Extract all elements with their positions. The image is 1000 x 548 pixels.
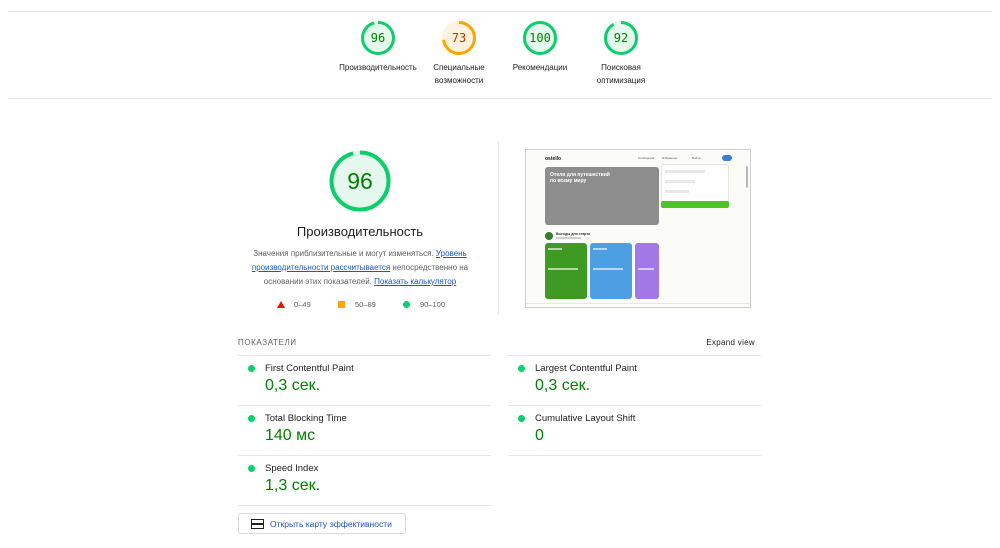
metric-divider xyxy=(508,355,761,356)
metric-divider xyxy=(238,455,491,456)
score-summary: 96 Производительность 73 Специальные возм… xyxy=(0,20,1000,90)
metric-total-blocking-time: Total Blocking Time 140 мс xyxy=(238,410,491,460)
site-nav-item: Войти xyxy=(692,156,701,160)
site-scrollbar xyxy=(746,166,748,188)
site-card-green xyxy=(545,243,587,299)
legend-range: 0–49 xyxy=(294,300,311,309)
desc-text: непосредственно на основании этих показа… xyxy=(263,263,469,286)
square-icon xyxy=(338,301,345,308)
score-legend: 0–49 50–89 90–100 xyxy=(277,299,477,311)
metric-value: 0,3 сек. xyxy=(265,377,321,394)
card-line xyxy=(548,248,562,250)
gauge-label: Специальные возможности xyxy=(433,63,485,85)
performance-title: Производительность xyxy=(296,224,424,239)
gauge-ring: 73 xyxy=(441,20,477,56)
metric-divider xyxy=(508,405,761,406)
site-search-row xyxy=(665,190,689,193)
metric-largest-contentful-paint: Largest Contentful Paint 0,3 сек. xyxy=(508,360,761,410)
site-card-blue xyxy=(590,243,632,299)
summary-gauge-best-practices[interactable]: 100 Рекомендации xyxy=(490,20,590,74)
vertical-divider xyxy=(498,142,499,314)
metric-first-contentful-paint: First Contentful Paint 0,3 сек. xyxy=(238,360,491,410)
gauge-ring: 96 xyxy=(360,20,396,56)
site-search-button xyxy=(661,201,729,208)
expand-view-toggle[interactable]: Expand view xyxy=(706,338,755,347)
site-divider xyxy=(526,303,750,304)
treemap-icon xyxy=(251,519,264,529)
metric-speed-index: Speed Index 1,3 сек. xyxy=(238,460,491,510)
site-search-row xyxy=(665,170,705,173)
metric-value: 0 xyxy=(535,427,544,444)
legend-range: 90–100 xyxy=(420,300,446,309)
site-promo-title: Выгоды для старта xyxy=(556,232,591,236)
circle-icon xyxy=(403,301,410,308)
legend-range: 50–89 xyxy=(355,300,376,309)
site-hero-text: Отели для путешествий по всему миру xyxy=(550,172,610,184)
metric-name: Total Blocking Time xyxy=(265,413,347,424)
pass-circle-icon xyxy=(248,465,255,472)
summary-gauge-performance[interactable]: 96 Производительность xyxy=(328,20,428,74)
treemap-button-label: Открыть карту эффективности xyxy=(270,519,392,529)
summary-gauge-accessibility[interactable]: 73 Специальные возможности xyxy=(409,20,509,87)
gauge-ring: 92 xyxy=(603,20,639,56)
top-divider xyxy=(8,11,992,12)
site-search-row xyxy=(665,180,695,183)
metric-value: 0,3 сек. xyxy=(535,377,591,394)
site-nav-item: Избранное xyxy=(662,156,678,160)
performance-gauge: 96 xyxy=(328,149,392,213)
metric-value: 140 мс xyxy=(265,427,316,444)
gauge-label: Поисковая оптимизация xyxy=(596,63,646,85)
gauge-score: 92 xyxy=(613,31,629,45)
desc-text: Значения приблизительные и могут изменят… xyxy=(253,249,434,258)
card-line xyxy=(593,268,623,270)
site-card-purple xyxy=(635,243,659,299)
metric-name: First Contentful Paint xyxy=(265,363,354,374)
site-nav-item: Сообщения xyxy=(638,156,655,160)
metric-divider xyxy=(508,455,761,456)
gauge-score: 96 xyxy=(370,31,386,45)
triangle-icon xyxy=(277,301,285,308)
pass-circle-icon xyxy=(248,415,255,422)
score-calculation-link[interactable]: Уровень производительности рассчитываетс… xyxy=(251,249,467,272)
metric-cumulative-layout-shift: Cumulative Layout Shift 0 xyxy=(508,410,761,460)
summary-gauge-seo[interactable]: 92 Поисковая оптимизация xyxy=(571,20,671,87)
metric-divider xyxy=(238,405,491,406)
card-line xyxy=(593,248,607,250)
card-line xyxy=(638,268,654,270)
site-hero: Отели для путешествий по всему миру xyxy=(545,167,659,225)
metric-name: Cumulative Layout Shift xyxy=(535,413,636,424)
metric-value: 1,3 сек. xyxy=(265,477,321,494)
pass-circle-icon xyxy=(518,415,525,422)
metric-divider xyxy=(238,355,491,356)
performance-description: Значения приблизительные и могут изменят… xyxy=(240,247,480,289)
open-treemap-button[interactable]: Открыть карту эффективности xyxy=(238,513,406,534)
gauge-score: 73 xyxy=(451,31,467,45)
metric-name: Largest Contentful Paint xyxy=(535,363,637,374)
site-promo-subtitle xyxy=(556,237,581,239)
site-nav-button xyxy=(722,155,732,161)
site-promo-icon xyxy=(545,232,553,240)
metrics-heading: ПОКАЗАТЕЛИ xyxy=(238,338,297,347)
pass-circle-icon xyxy=(248,365,255,372)
show-calculator-link[interactable]: Показать калькулятор xyxy=(374,277,457,286)
gauge-ring: 100 xyxy=(522,20,558,56)
gauge-score: 100 xyxy=(529,31,551,45)
pass-circle-icon xyxy=(518,365,525,372)
metric-divider xyxy=(238,505,491,506)
section-divider xyxy=(8,98,992,99)
card-line xyxy=(548,268,578,270)
metric-name: Speed Index xyxy=(265,463,319,474)
performance-score: 96 xyxy=(347,168,373,194)
gauge-label: Рекомендации xyxy=(512,63,568,72)
final-screenshot[interactable]: ostello Сообщения Избранное Войти Отели … xyxy=(525,149,751,308)
gauge-label: Производительность xyxy=(339,63,417,72)
site-logo: ostello xyxy=(545,156,562,162)
